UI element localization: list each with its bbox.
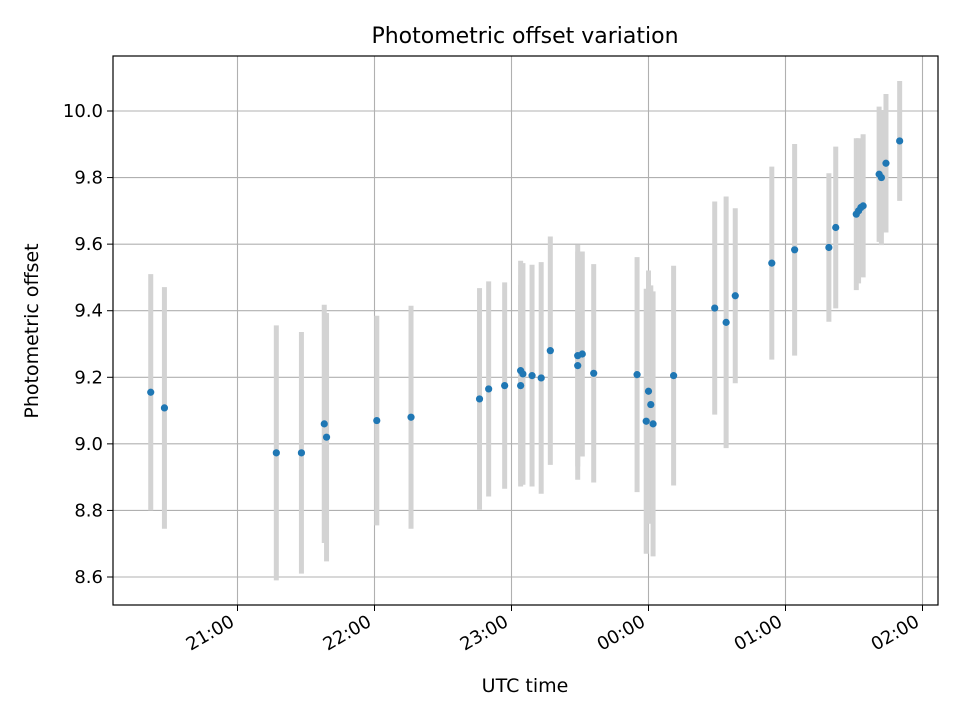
data-point — [882, 159, 890, 167]
data-point — [633, 371, 641, 379]
data-point — [768, 259, 776, 267]
data-point — [147, 388, 155, 396]
y-axis: 8.6 8.8 9.0 9.2 9.4 9.6 9.8 10.0 — [63, 101, 113, 588]
data-point — [731, 292, 739, 300]
data-point — [647, 400, 655, 409]
y-tick-label: 9.2 — [74, 367, 103, 388]
data-point — [546, 347, 554, 355]
data-point — [485, 385, 493, 393]
data-point — [528, 372, 536, 380]
data-point — [373, 416, 381, 425]
y-tick-label: 8.6 — [74, 567, 103, 588]
plot-frame — [112, 55, 939, 606]
data-point — [832, 223, 840, 232]
y-tick-label: 9.8 — [74, 168, 103, 189]
data-point — [574, 362, 582, 370]
data-point — [578, 350, 586, 358]
data-point — [642, 417, 650, 425]
data-point — [517, 382, 525, 390]
y-tick-label: 10.0 — [63, 101, 103, 122]
data-point — [877, 173, 886, 182]
data-point — [160, 404, 169, 412]
point-layer — [147, 137, 904, 457]
y-tick-label: 9.0 — [74, 434, 103, 455]
data-point — [896, 137, 904, 145]
data-point — [297, 449, 306, 457]
data-point — [475, 395, 484, 403]
data-point — [670, 372, 678, 380]
x-axis-label: UTC time — [482, 675, 569, 697]
data-point — [825, 243, 833, 252]
data-point — [859, 202, 867, 210]
data-point — [711, 304, 719, 312]
data-point — [322, 433, 331, 441]
y-axis-label: Photometric offset — [21, 243, 43, 418]
data-point — [644, 387, 653, 395]
data-point — [407, 413, 415, 421]
grid-layer — [113, 56, 938, 605]
data-point — [272, 449, 280, 457]
data-point — [791, 246, 799, 254]
data-point — [590, 369, 598, 377]
y-tick-label: 9.4 — [74, 301, 103, 322]
y-tick-label: 9.6 — [74, 234, 103, 255]
data-point — [722, 318, 730, 326]
data-point — [519, 370, 527, 378]
data-point — [501, 382, 509, 390]
y-tick-label: 8.8 — [74, 500, 103, 521]
data-point — [537, 374, 545, 382]
data-point — [649, 420, 657, 428]
chart-title: Photometric offset variation — [371, 24, 678, 49]
data-point — [320, 420, 328, 428]
